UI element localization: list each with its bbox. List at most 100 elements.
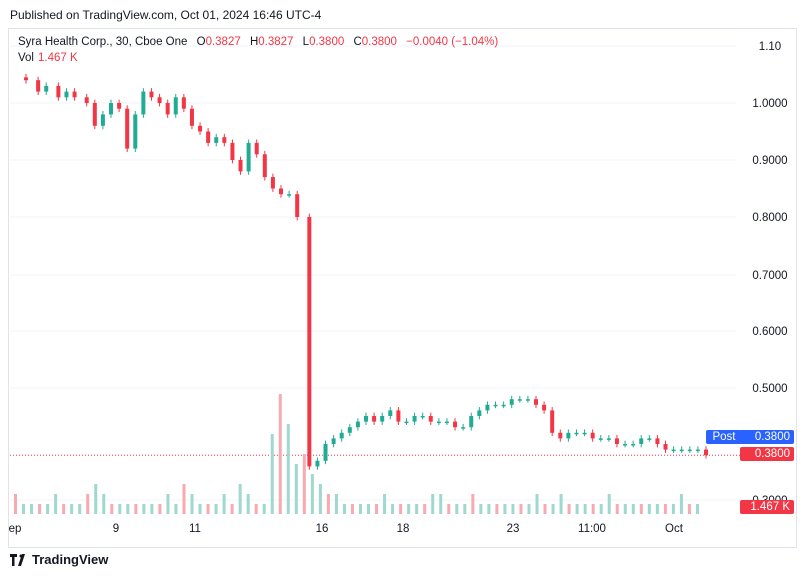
candle-body bbox=[388, 410, 393, 416]
candle-body bbox=[485, 404, 490, 411]
volume-bar bbox=[62, 504, 66, 514]
volume-bar bbox=[671, 504, 675, 514]
volume-bar bbox=[687, 504, 691, 514]
candle-body bbox=[331, 438, 336, 444]
candle-body bbox=[663, 444, 668, 450]
volume-bar bbox=[118, 504, 122, 514]
volume-bar bbox=[447, 504, 451, 514]
candle-body bbox=[100, 114, 105, 126]
candle-body bbox=[687, 449, 692, 452]
volume-bar bbox=[407, 504, 411, 514]
candle-body bbox=[396, 410, 401, 422]
candle-body bbox=[590, 432, 595, 439]
candle-body bbox=[109, 103, 113, 115]
open-value: 0.3827 bbox=[205, 36, 241, 48]
candle-body bbox=[525, 399, 530, 401]
chart-frame bbox=[8, 28, 797, 548]
x-tick-label: Oct bbox=[665, 523, 684, 535]
candle-body bbox=[198, 125, 203, 132]
x-tick-label: 11 bbox=[189, 523, 201, 535]
candle-body bbox=[24, 77, 28, 81]
candle-body bbox=[133, 114, 138, 149]
volume-bar bbox=[270, 434, 274, 514]
candle-body bbox=[639, 438, 644, 444]
candle-body bbox=[509, 399, 514, 405]
low-value: 0.3800 bbox=[309, 36, 345, 48]
volume-bar bbox=[599, 504, 603, 514]
candle-body bbox=[566, 432, 571, 439]
volume-bar bbox=[559, 494, 563, 514]
candle-body bbox=[558, 432, 563, 439]
x-tick-label: ep bbox=[9, 523, 22, 535]
volume-bar bbox=[511, 504, 515, 514]
candle-body bbox=[347, 427, 352, 433]
candle-body bbox=[453, 421, 458, 428]
volume-bar bbox=[126, 504, 130, 514]
volume-bar bbox=[342, 504, 346, 514]
volume-bar bbox=[222, 494, 226, 514]
volume-bar bbox=[655, 504, 659, 514]
y-tick-label: 0.7000 bbox=[752, 270, 787, 282]
vol-value: 1.467 K bbox=[38, 52, 78, 64]
volume-bar bbox=[198, 504, 202, 514]
brand-name: TradingView bbox=[32, 552, 109, 567]
chart-legend: Syra Health Corp., 30, Cboe One O0.3827 … bbox=[18, 36, 499, 48]
candle-body bbox=[364, 416, 368, 422]
candle-body bbox=[141, 91, 146, 115]
volume-bar bbox=[631, 504, 635, 514]
candle-body bbox=[92, 103, 97, 126]
candle-body bbox=[230, 142, 235, 160]
candle-body bbox=[206, 131, 211, 143]
post-label-badge: Post bbox=[706, 430, 742, 444]
candle-body bbox=[534, 399, 538, 405]
candle-body bbox=[436, 421, 441, 424]
volume-bar bbox=[439, 494, 443, 514]
x-tick-label: 18 bbox=[397, 523, 410, 535]
candle-body bbox=[493, 404, 498, 407]
tradingview-logo-icon bbox=[10, 553, 25, 566]
candle-body bbox=[598, 438, 603, 440]
candle-body bbox=[631, 444, 636, 446]
candle-body bbox=[323, 444, 328, 461]
volume-bar bbox=[375, 504, 379, 514]
x-tick-label: 9 bbox=[113, 523, 119, 535]
volume-bar bbox=[78, 504, 82, 514]
candle-body bbox=[355, 421, 360, 428]
candle-body bbox=[117, 103, 122, 109]
candle-body bbox=[339, 432, 344, 439]
volume-bar bbox=[615, 504, 619, 514]
candle-body bbox=[181, 97, 186, 109]
close-value: 0.3800 bbox=[361, 36, 397, 48]
volume-bar bbox=[519, 504, 523, 514]
volume-bar bbox=[22, 504, 26, 514]
candle-body bbox=[501, 404, 506, 407]
candle-body bbox=[287, 194, 292, 196]
volume-bar bbox=[463, 504, 467, 514]
volume-bar bbox=[174, 504, 178, 514]
y-tick-label: 0.8000 bbox=[752, 212, 787, 224]
candle-body bbox=[222, 137, 227, 143]
volume-bar bbox=[607, 494, 611, 514]
candle-body bbox=[238, 160, 243, 172]
volume-bar bbox=[551, 504, 555, 514]
volume-bar bbox=[399, 504, 403, 514]
volume-bar bbox=[591, 504, 595, 514]
candle-body bbox=[404, 421, 409, 424]
candle-body bbox=[279, 188, 283, 195]
volume-bar bbox=[214, 504, 218, 514]
volume-bar bbox=[206, 504, 210, 514]
volume-bar bbox=[262, 504, 266, 514]
volume-bar bbox=[278, 394, 282, 514]
tradingview-footer[interactable]: TradingView bbox=[10, 552, 108, 567]
candle-body bbox=[189, 108, 194, 126]
candle-body bbox=[412, 416, 417, 422]
volume-legend: Vol 1.467 K bbox=[18, 52, 78, 64]
volume-bar bbox=[431, 494, 435, 514]
volume-bar bbox=[334, 494, 338, 514]
volume-bar bbox=[583, 504, 587, 514]
candle-body bbox=[444, 421, 449, 424]
volume-bar bbox=[190, 494, 194, 514]
candle-body bbox=[380, 416, 385, 422]
candle-body bbox=[125, 108, 130, 149]
